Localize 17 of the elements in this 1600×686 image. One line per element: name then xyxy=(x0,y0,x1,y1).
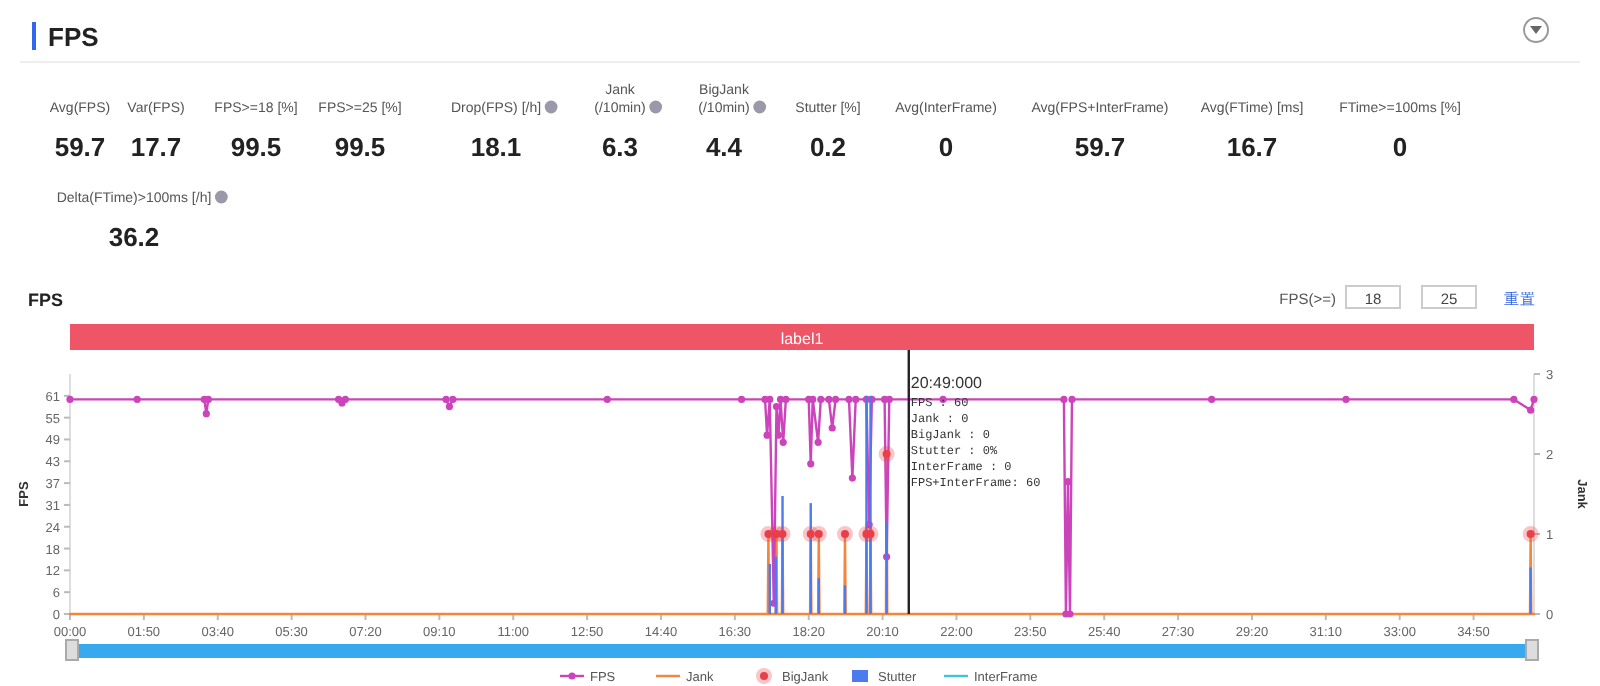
text: 4.4 xyxy=(705,132,744,162)
text: 16.7 xyxy=(1226,132,1278,162)
text: 36.2 xyxy=(108,222,160,252)
annotation: 20:49:000 xyxy=(910,374,984,392)
text: 0 xyxy=(1392,132,1408,162)
text: 99.5 xyxy=(230,132,282,162)
text: 59.7 xyxy=(54,132,106,162)
text: FPS xyxy=(48,22,100,52)
text: 17.7 xyxy=(130,132,182,162)
text: 18.1 xyxy=(470,132,522,162)
text: 0 xyxy=(938,132,954,162)
text: 99.5 xyxy=(334,132,386,162)
text: 6.3 xyxy=(601,132,639,162)
chart-title: FPS xyxy=(28,290,64,310)
text: 59.7 xyxy=(1074,132,1126,162)
text: 0.2 xyxy=(809,132,847,162)
text: label1 xyxy=(780,330,825,348)
